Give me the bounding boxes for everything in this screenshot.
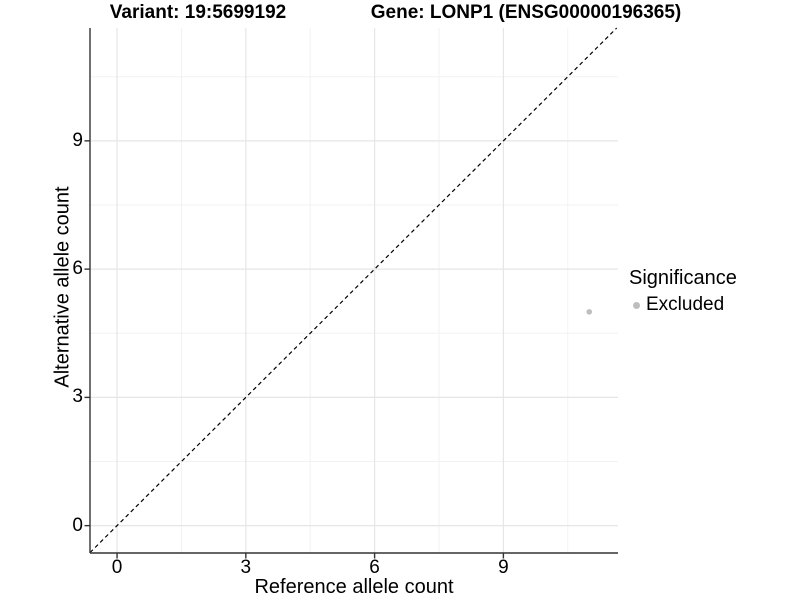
y-tick-label: 3 [72,386,83,408]
x-tick-label: 6 [369,557,380,578]
y-tick-label: 6 [72,258,83,280]
plot-title-variant: Variant: 19:5699192 [109,2,287,23]
y-axis-title: Alternative allele count [51,186,74,388]
x-tick-label: 9 [498,557,509,578]
legend-point-icon [633,301,640,309]
legend-title: Significance [629,267,737,289]
x-tick-label: 0 [111,557,123,578]
plot-title-gene: Gene: LONP1 (ENSG00000196365) [370,2,682,23]
identity-line [89,27,618,553]
legend-item-label: Excluded [646,294,725,315]
y-tick-label: 0 [72,514,83,536]
legend-item-excluded: Excluded [629,294,737,316]
x-tick-label: 3 [240,557,252,578]
y-tick-label: 9 [72,129,83,151]
x-axis-title: Reference allele count [254,576,454,598]
legend: Significance Excluded [629,267,737,316]
data-point [586,309,593,315]
